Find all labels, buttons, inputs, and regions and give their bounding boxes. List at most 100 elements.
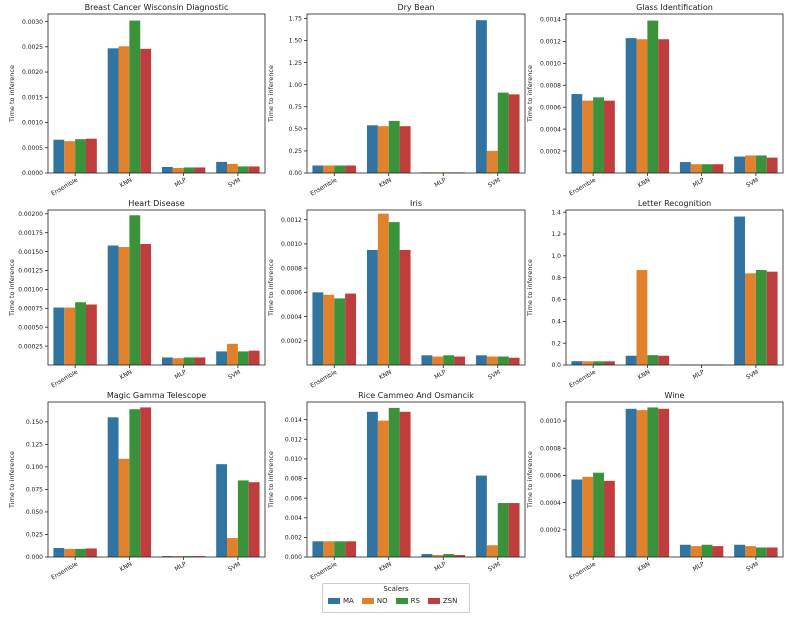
- chart-grid: Breast Cancer Wisconsin Diagnostic 0.000 0…: [8, 3, 784, 581]
- bar-mlp-ma: [679, 162, 691, 173]
- bar-knn-zsn: [658, 39, 670, 173]
- bar-svm-ma: [475, 355, 487, 365]
- y-tick-label: 0.0005: [22, 145, 43, 152]
- bar-mlp-no: [172, 167, 184, 173]
- bar-ensemble-rs: [75, 302, 86, 365]
- y-tick-label: 0.0004: [540, 126, 561, 133]
- y-tick-label: 0.150: [26, 419, 43, 426]
- bar-mlp-rs: [183, 167, 195, 173]
- legend-swatch-rs: [395, 598, 408, 604]
- y-axis-label: Time to inference: [267, 259, 275, 317]
- bar-svm-rs: [755, 155, 767, 173]
- x-tick-label: MLP: [433, 176, 447, 188]
- bar-svm-no: [745, 273, 756, 365]
- legend-swatch-ma: [328, 598, 340, 604]
- bar-knn-zsn: [399, 126, 411, 173]
- bar-svm-ma: [216, 464, 228, 557]
- x-tick-label: SVM: [487, 561, 502, 574]
- bar-ensemble-zsn: [603, 100, 615, 173]
- y-tick-label: 0.125: [26, 442, 43, 449]
- bar-ensemble-zsn: [345, 165, 357, 173]
- panel-letter-recognition: Letter Recognition 0.0 0.2 0.4 0.6 0.8 1.0 1.2 1…: [526, 199, 784, 389]
- x-tick-label: Ensemble: [309, 369, 338, 390]
- y-tick-label: 0.2: [551, 340, 561, 347]
- bar-knn-rs: [647, 407, 659, 557]
- plot-frame: [47, 209, 266, 366]
- x-tick-label: MLP: [433, 560, 447, 572]
- x-tick-label: Ensemble: [50, 369, 79, 390]
- bar-knn-rs: [388, 407, 400, 557]
- y-tick-label: 0.00100: [18, 287, 43, 294]
- legend-swatch-zsn: [427, 598, 440, 604]
- bar-svm-rs: [755, 270, 767, 365]
- bar-svm-ma: [475, 20, 487, 173]
- bar-svm-zsn: [508, 94, 520, 173]
- bar-ensemble-ma: [571, 361, 583, 365]
- bar-ensemble-ma: [53, 139, 65, 173]
- bar-ensemble-no: [582, 100, 594, 173]
- bar-knn-rs: [388, 222, 400, 365]
- legend-item-ma: MA: [328, 597, 354, 605]
- x-tick-label: KNN: [637, 561, 652, 574]
- panel-title: Breast Cancer Wisconsin Diagnostic: [85, 3, 229, 12]
- panel-glass-identification: Glass Identification 0.0002 0.0004 0.0006 0.…: [526, 3, 784, 197]
- bar-knn-rs: [647, 20, 659, 173]
- x-tick-label: KNN: [119, 369, 134, 382]
- x-tick-label: KNN: [119, 561, 134, 574]
- bar-svm-zsn: [248, 166, 260, 173]
- y-tick-label: 0.00050: [18, 324, 43, 331]
- bar-svm-rs: [237, 480, 249, 557]
- y-tick-label: 1.2: [551, 231, 561, 238]
- x-tick-label: SVM: [487, 177, 502, 190]
- x-tick-label: KNN: [637, 177, 652, 190]
- y-tick-label: 0.000: [26, 554, 43, 561]
- y-tick-label: 0.006: [285, 495, 302, 502]
- bar-ensemble-zsn: [603, 361, 615, 365]
- bar-ensemble-rs: [334, 165, 346, 173]
- panel-breast-cancer-wisconsin-diagnostic: Breast Cancer Wisconsin Diagnostic 0.0000…: [8, 3, 266, 197]
- bar-mlp-ma: [161, 357, 173, 365]
- y-tick-label: 0.50: [289, 126, 303, 133]
- bar-knn-rs: [129, 20, 141, 173]
- x-tick-label: Ensemble: [309, 177, 338, 198]
- y-tick-label: 0.004: [285, 515, 302, 522]
- legend-label-no: NO: [376, 597, 388, 605]
- bar-svm-no: [227, 538, 238, 557]
- y-tick-label: 0.0025: [22, 44, 43, 51]
- y-tick-label: 0.00200: [18, 211, 43, 218]
- y-tick-label: 0.025: [26, 532, 43, 539]
- bar-mlp-no: [432, 356, 444, 365]
- panel-title: Magic Gamma Telescope: [107, 391, 206, 400]
- x-tick-label: KNN: [378, 177, 393, 190]
- bar-ensemble-no: [582, 361, 594, 365]
- bar-mlp-no: [172, 556, 184, 557]
- panel-dry-bean: Dry Bean 0.00 0.25 0.50 0.75 1.00 1.25 1.50 1.75…: [267, 3, 526, 198]
- bar-svm-zsn: [508, 503, 520, 557]
- y-tick-label: 0.0020: [22, 69, 43, 76]
- panel-magic-gamma-telescope: Magic Gamma Telescope 0.000 0.025 0.050 0.07…: [8, 391, 266, 581]
- bar-svm-no: [486, 150, 498, 173]
- bar-svm-ma: [734, 156, 746, 173]
- bar-ensemble-zsn: [85, 138, 97, 173]
- bar-ensemble-zsn: [85, 304, 97, 365]
- bar-mlp-rs: [183, 357, 195, 365]
- bar-ensemble-rs: [334, 298, 346, 365]
- y-tick-label: 0.010: [285, 456, 302, 463]
- y-tick-label: 0.00075: [18, 305, 43, 312]
- bar-ensemble-no: [323, 165, 335, 173]
- bar-svm-zsn: [766, 271, 778, 365]
- legend-label-zsn: ZSN: [442, 597, 458, 605]
- bar-ensemble-ma: [571, 479, 583, 557]
- bar-knn-ma: [107, 245, 119, 365]
- bar-mlp-zsn: [712, 164, 724, 173]
- bar-knn-no: [636, 39, 648, 173]
- bar-svm-rs: [497, 503, 509, 557]
- bar-knn-zsn: [140, 244, 152, 365]
- y-tick-label: 0.75: [289, 104, 303, 111]
- bar-svm-zsn: [766, 157, 778, 173]
- y-tick-label: 0.075: [26, 487, 43, 494]
- bar-mlp-zsn: [454, 356, 466, 365]
- x-tick-label: Ensemble: [309, 561, 338, 580]
- x-tick-label: Ensemble: [50, 561, 79, 580]
- bar-knn-zsn: [140, 48, 152, 174]
